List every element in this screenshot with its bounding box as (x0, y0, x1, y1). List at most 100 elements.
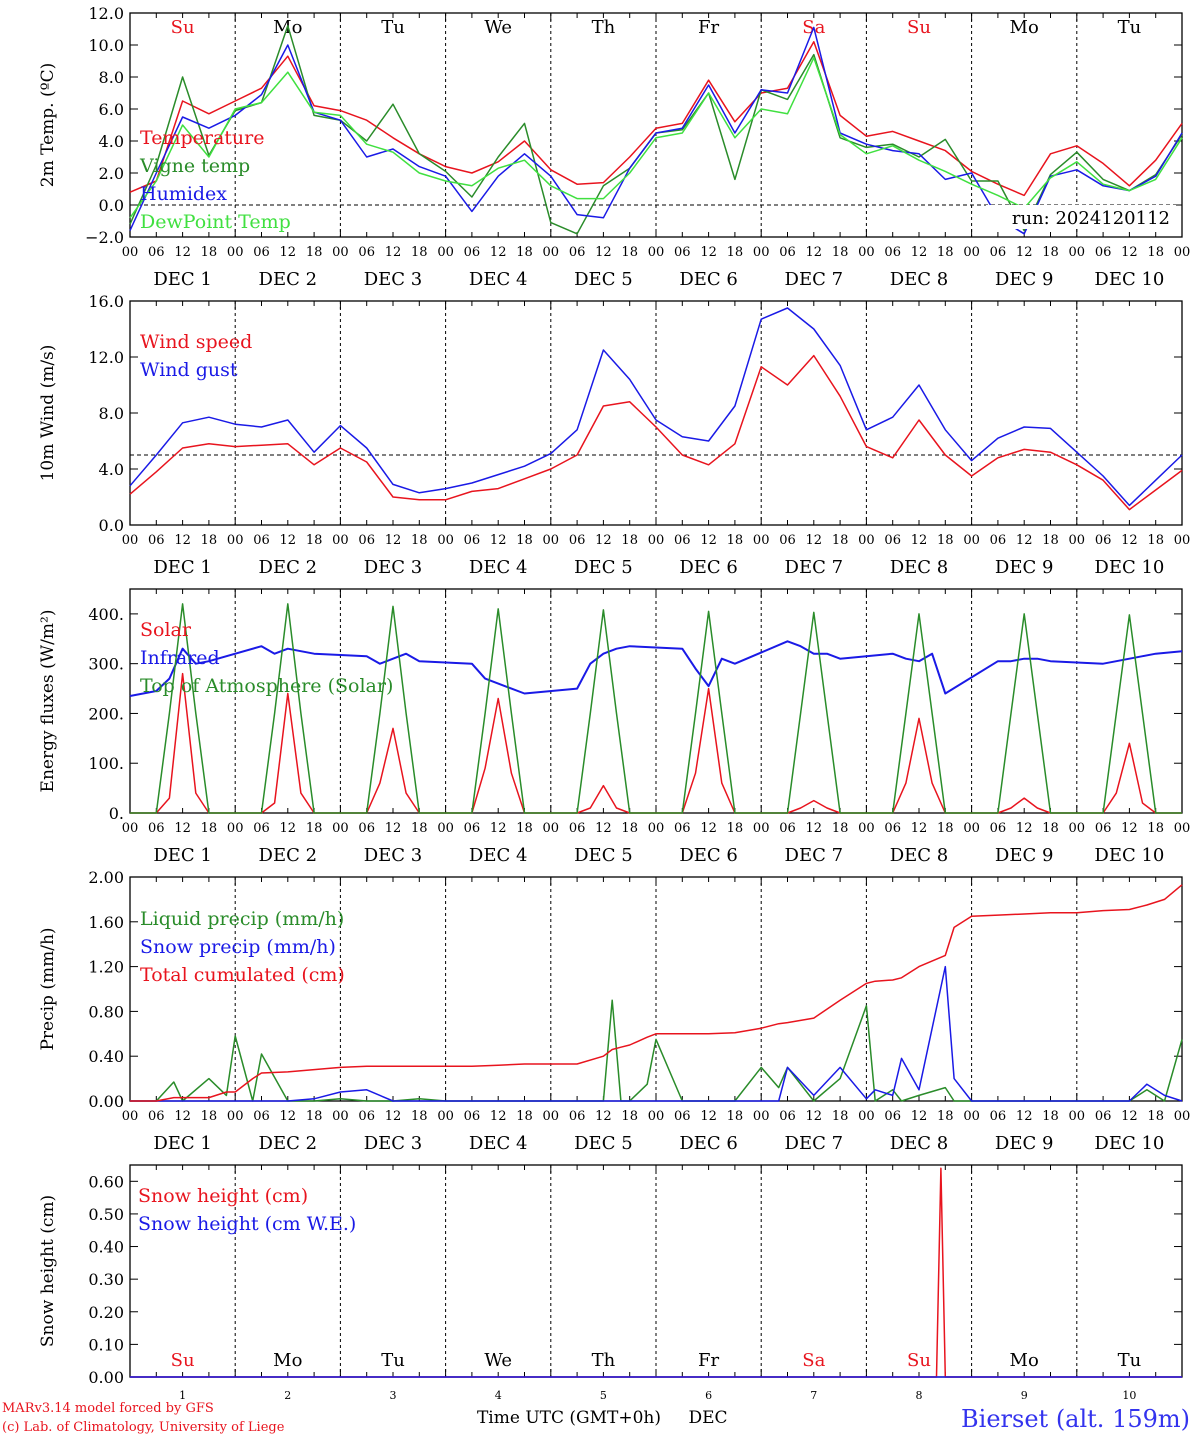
date-label: DEC 7 (785, 845, 844, 866)
hour-tick-label: 12 (1016, 533, 1033, 548)
date-label: DEC 5 (574, 845, 633, 866)
hour-tick-label: 06 (779, 533, 796, 548)
hour-tick-label: 00 (227, 533, 244, 548)
date-label: DEC 5 (574, 557, 633, 578)
plot-frame (129, 300, 1183, 526)
hour-tick-label: 18 (727, 1109, 744, 1124)
hour-tick-label: 00 (1069, 821, 1086, 836)
hour-tick-label: 06 (253, 1109, 270, 1124)
date-number: 6 (705, 1389, 712, 1402)
hour-tick-label: 12 (174, 533, 191, 548)
series-line-snow-precip-mm-h (130, 965, 1183, 1102)
hour-tick-label: 18 (1042, 1109, 1059, 1124)
weekday-label: Tu (1118, 1350, 1142, 1371)
y-tick-label: 6.0 (99, 100, 124, 119)
date-label: DEC 4 (469, 269, 528, 290)
y-tick-label: 200. (88, 704, 124, 723)
meteogram-panels: 12.010.08.06.04.02.00.0−2.02m Temp. (ºC)… (38, 4, 1190, 1402)
hour-tick-label: 06 (464, 821, 481, 836)
date-label: DEC 6 (679, 557, 738, 578)
legend-entry: Wind gust (140, 359, 238, 381)
legend-entry: Snow height (cm W.E.) (138, 1213, 356, 1235)
hour-tick-label: 12 (280, 1109, 297, 1124)
hour-tick-label: 06 (358, 1109, 375, 1124)
y-axis-title: 10m Wind (m/s) (38, 345, 58, 482)
hour-tick-label: 12 (1121, 533, 1138, 548)
legend-entry: Vigne temp (139, 155, 250, 177)
hour-tick-label: 12 (595, 1109, 612, 1124)
hour-tick-label: 18 (411, 1109, 428, 1124)
hour-tick-label: 00 (122, 1109, 139, 1124)
y-tick-label: 0.10 (88, 1335, 124, 1354)
hour-tick-label: 12 (490, 1109, 507, 1124)
weekday-label: Fr (698, 1350, 719, 1371)
legend-entry: Wind speed (140, 331, 252, 353)
hour-tick-label: 12 (174, 821, 191, 836)
hour-tick-label: 12 (700, 533, 717, 548)
hour-tick-label: 00 (543, 245, 560, 260)
hour-tick-label: 06 (990, 245, 1007, 260)
hour-tick-label: 18 (1147, 533, 1164, 548)
hour-tick-label: 06 (884, 1109, 901, 1124)
series-line-humidex (129, 26, 1183, 235)
hour-tick-label: 06 (148, 533, 165, 548)
hour-tick-label: 00 (648, 821, 665, 836)
legend-entry: Infrared (140, 647, 220, 669)
weekday-label: Su (907, 17, 931, 38)
y-axis-title: Energy fluxes (W/m²) (38, 610, 58, 793)
y-tick-label: 100. (88, 754, 124, 773)
y-tick-label: 1.60 (88, 913, 124, 932)
hour-tick-label: 00 (1069, 533, 1086, 548)
hour-tick-label: 12 (280, 245, 297, 260)
hour-tick-label: 00 (753, 533, 770, 548)
hour-tick-label: 00 (332, 245, 349, 260)
date-label: DEC 9 (995, 845, 1054, 866)
hour-tick-label: 00 (227, 1109, 244, 1124)
hour-tick-label: 00 (858, 1109, 875, 1124)
hour-tick-label: 06 (884, 533, 901, 548)
hour-tick-label: 00 (648, 245, 665, 260)
y-tick-label: 0.60 (88, 1172, 124, 1191)
annotation-bg (986, 205, 1176, 229)
hour-tick-label: 06 (674, 245, 691, 260)
date-label: DEC 7 (785, 557, 844, 578)
hour-tick-label: 00 (437, 533, 454, 548)
hour-tick-label: 12 (911, 821, 928, 836)
hour-tick-label: 18 (937, 245, 954, 260)
hour-tick-label: 06 (674, 1109, 691, 1124)
legend-entry: Temperature (140, 127, 264, 149)
date-label: DEC 6 (679, 1133, 738, 1154)
hour-tick-label: 18 (411, 821, 428, 836)
hour-tick-label: 06 (1095, 1109, 1112, 1124)
hour-tick-label: 12 (385, 1109, 402, 1124)
hour-tick-label: 06 (884, 821, 901, 836)
hour-tick-label: 06 (148, 821, 165, 836)
hour-tick-label: 12 (174, 245, 191, 260)
y-tick-label: 300. (88, 655, 124, 674)
hour-tick-label: 06 (464, 533, 481, 548)
weekday-label: Mo (273, 1350, 302, 1371)
chart-panel-4: 2.00 1.60 1.20 0.80 0.40 0.00 Precip (mm/h) 00 0… (38, 868, 1190, 1154)
hour-tick-label: 06 (1095, 821, 1112, 836)
hour-tick-label: 18 (306, 1109, 323, 1124)
hour-tick-label: 18 (727, 533, 744, 548)
chart-panel-3: 400. 300. 200. 100. 0. Energy fluxes (W/m²) 00… (38, 588, 1190, 866)
date-label: DEC 3 (364, 269, 423, 290)
y-tick-label: 12.0 (88, 4, 124, 23)
date-label: DEC 1 (153, 269, 212, 290)
hour-tick-label: 00 (332, 533, 349, 548)
date-number: 2 (284, 1389, 291, 1402)
date-label: DEC 2 (259, 269, 318, 290)
hour-tick-label: 12 (280, 821, 297, 836)
hour-tick-label: 00 (648, 1109, 665, 1124)
y-tick-label: 400. (88, 605, 124, 624)
hour-tick-label: 00 (543, 1109, 560, 1124)
hour-tick-label: 18 (516, 1109, 533, 1124)
hour-tick-label: 18 (411, 245, 428, 260)
hour-tick-label: 06 (253, 821, 270, 836)
hour-tick-label: 12 (1121, 1109, 1138, 1124)
hour-tick-label: 06 (779, 1109, 796, 1124)
hour-tick-label: 00 (332, 1109, 349, 1124)
hour-tick-label: 18 (411, 533, 428, 548)
hour-tick-label: 18 (832, 1109, 849, 1124)
